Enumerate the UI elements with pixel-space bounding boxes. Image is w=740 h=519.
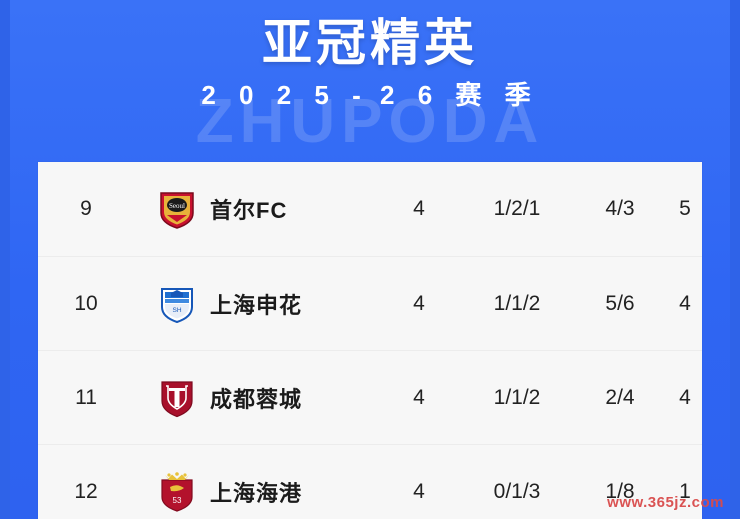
goals-cell: 2/4 [605, 385, 635, 409]
rank-cell: 12 [74, 479, 98, 503]
win-draw-loss-cell: 1/2/1 [493, 197, 541, 220]
team-name: 上海海港 [210, 480, 303, 506]
shanghai-shenhua-crest: SH [158, 284, 196, 324]
team-cell: 53 上海海港 [134, 471, 376, 512]
team-name: 首尔FC [210, 198, 288, 223]
season-year-end: 2 6 [380, 80, 441, 110]
table-row: 9 Seoul 首尔FC 4 1/2/1 4/3 5 [38, 162, 702, 256]
svg-text:SH: SH [172, 307, 181, 314]
played-cell: 4 [413, 197, 425, 220]
team-cell: Seoul 首尔FC [134, 189, 376, 229]
seoul-fc-crest: Seoul [158, 189, 196, 229]
team-name: 成都蓉城 [210, 386, 303, 412]
season-year-start: 2 0 2 5 [201, 80, 337, 110]
left-edge-strip [0, 0, 10, 519]
points-cell: 1 [679, 479, 691, 503]
site-watermark: www.365jz.com [607, 494, 724, 511]
rank-cell: 9 [80, 197, 92, 220]
team-cell: 成都蓉城 [134, 378, 376, 418]
table-row: 12 53 上海海港 4 0/1/3 1/8 1 [38, 444, 702, 519]
standings-table: 9 Seoul 首尔FC 4 1/2/1 4/3 5 1 [38, 162, 702, 519]
played-cell: 4 [413, 291, 425, 315]
svg-text:Seoul: Seoul [169, 202, 185, 210]
table-row: 11 成都蓉城 4 1/1/2 2/4 4 [38, 350, 702, 444]
points-cell: 4 [679, 291, 691, 315]
win-draw-loss-cell: 1/1/2 [493, 385, 541, 409]
chengdu-rongcheng-crest [158, 378, 196, 418]
rank-cell: 11 [75, 385, 97, 409]
background-watermark: ZHUPODA [195, 87, 545, 156]
goals-cell: 1/8 [605, 479, 635, 503]
rank-cell: 10 [74, 291, 98, 315]
team-cell: SH 上海申花 [134, 284, 376, 324]
win-draw-loss-cell: 0/1/3 [493, 479, 541, 503]
played-cell: 4 [413, 385, 425, 409]
season-separator: - [352, 80, 365, 110]
points-cell: 4 [679, 385, 691, 409]
points-cell: 5 [679, 197, 691, 220]
played-cell: 4 [413, 479, 425, 503]
win-draw-loss-cell: 1/1/2 [493, 291, 541, 315]
season-word: 赛 季 [455, 80, 539, 110]
table-row: 10 SH 上海申花 4 1/1/2 5/6 4 [38, 256, 702, 350]
header: ZHUPODA 亚冠精英 2 0 2 5 - 2 6 赛 季 [0, 0, 740, 162]
season-label: 2 0 2 5 - 2 6 赛 季 [0, 78, 740, 112]
goals-cell: 5/6 [605, 291, 635, 315]
team-name: 上海申花 [210, 292, 303, 318]
right-edge-strip [730, 0, 740, 519]
goals-cell: 4/3 [605, 197, 635, 220]
page-title: 亚冠精英 [262, 15, 478, 71]
shanghai-port-crest: 53 [158, 471, 196, 512]
svg-text:53: 53 [173, 496, 182, 505]
